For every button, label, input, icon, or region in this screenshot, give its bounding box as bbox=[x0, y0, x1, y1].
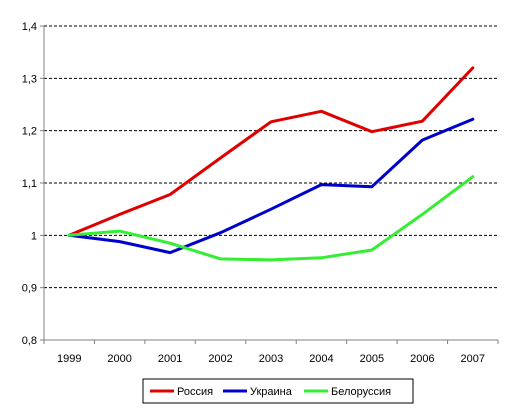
y-tick-label: 1,2 bbox=[22, 126, 37, 138]
x-tick-label: 2006 bbox=[410, 353, 434, 365]
x-tick-label: 2002 bbox=[208, 353, 232, 365]
y-tick-label: 0,9 bbox=[22, 283, 37, 295]
x-tick-label: 2003 bbox=[259, 353, 283, 365]
x-axis-ticks: 1999 2000 2001 2002 2003 2004 2005 2006 2007 bbox=[43, 340, 499, 365]
y-tick-label: 1 bbox=[31, 230, 37, 242]
legend-box bbox=[142, 378, 414, 404]
y-tick-label: 1,4 bbox=[22, 21, 37, 33]
legend-label-2: Украина bbox=[250, 386, 293, 398]
x-tick-label: 2001 bbox=[158, 353, 182, 365]
series-line-2 bbox=[67, 117, 475, 255]
legend-label-3: Белоруссия bbox=[331, 386, 391, 398]
x-tick-label: 2000 bbox=[107, 353, 131, 365]
y-tick-label: 1,1 bbox=[22, 178, 37, 190]
series-lines bbox=[67, 66, 475, 262]
x-tick-label: 1999 bbox=[57, 353, 81, 365]
series-line-3 bbox=[67, 175, 475, 262]
y-tick-label: 1,3 bbox=[22, 73, 37, 85]
gridlines bbox=[44, 25, 498, 289]
legend: Россия Украина Белоруссия bbox=[142, 378, 414, 404]
legend-label-1: Россия bbox=[177, 386, 213, 398]
y-tick-label: 0,8 bbox=[22, 335, 37, 347]
x-tick-label: 2005 bbox=[360, 353, 384, 365]
y-axis-ticks: 0,8 0,9 1 1,1 1,2 1,3 1,4 bbox=[22, 21, 44, 347]
series-line-1 bbox=[67, 66, 475, 237]
x-tick-label: 2007 bbox=[461, 353, 485, 365]
x-tick-label: 2004 bbox=[309, 353, 333, 365]
